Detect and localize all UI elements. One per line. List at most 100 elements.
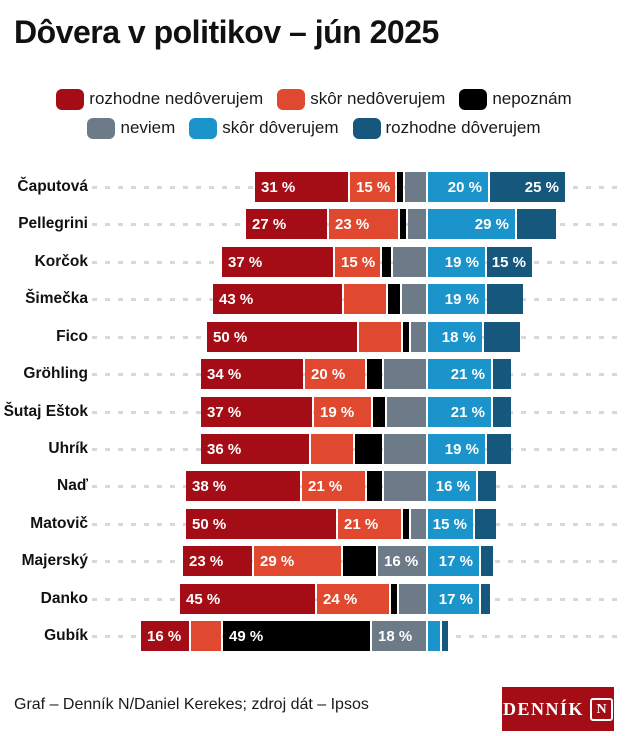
positive-stack: 15 % xyxy=(428,509,496,539)
bar-segment-value: 37 % xyxy=(228,253,263,271)
bar-segment: 27 % xyxy=(246,209,327,239)
negative-stack: 45 % 24 % xyxy=(180,584,426,614)
legend-label: rozhodne dôverujem xyxy=(385,118,541,137)
logo-n-icon: N xyxy=(590,697,613,721)
bar-row-label: Šutaj Eštok xyxy=(3,403,88,420)
bar-segment xyxy=(384,471,426,501)
bar-segment: 23 % xyxy=(329,209,398,239)
bar-segment: 31 % xyxy=(255,172,348,202)
bar-segment: 25 % xyxy=(490,172,565,202)
bar-row: Naď 38 % 21 % 16 % xyxy=(0,471,628,501)
bar-segment xyxy=(487,284,523,314)
bar-segment-value: 23 % xyxy=(189,552,224,570)
bar-row-label: Gröhling xyxy=(23,365,88,382)
positive-stack: 17 % xyxy=(428,546,493,576)
bar-segment xyxy=(481,584,490,614)
negative-stack: 43 % xyxy=(213,284,426,314)
legend-item: neviem xyxy=(87,117,176,139)
bar-segment xyxy=(384,434,426,464)
bar-segment: 19 % xyxy=(428,434,485,464)
bar-segment-value: 50 % xyxy=(192,515,227,533)
bar-segment: 24 % xyxy=(317,584,389,614)
positive-stack: 19 % 15 % xyxy=(428,247,532,277)
legend-line-1: rozhodne nedôverujem skôr nedôverujem nepo… xyxy=(0,87,628,111)
bar-segment: 38 % xyxy=(186,471,300,501)
bar-segment: 36 % xyxy=(201,434,309,464)
bar-segment: 16 % xyxy=(428,471,476,501)
bar-segment xyxy=(403,322,409,352)
negative-stack: 50 % xyxy=(207,322,426,352)
positive-stack: 21 % xyxy=(428,397,511,427)
source-credit: Graf – Denník N/Daniel Kerekes; zdroj dá… xyxy=(14,696,369,713)
logo-wordmark: DENNÍK xyxy=(502,698,584,719)
legend-label: neviem xyxy=(120,118,176,137)
positive-stack xyxy=(428,621,448,651)
bar-segment-value: 21 % xyxy=(450,403,485,421)
bar-row-label: Naď xyxy=(57,477,88,494)
bar-segment-value: 29 % xyxy=(474,215,509,233)
bar-segment: 21 % xyxy=(428,359,491,389)
bar-segment-value: 36 % xyxy=(207,440,242,458)
bar-segment: 37 % xyxy=(201,397,312,427)
bar-segment-value: 43 % xyxy=(219,290,254,308)
legend-item: nepoznám xyxy=(459,88,572,110)
bar-segment xyxy=(400,209,406,239)
bar-row-label: Šimečka xyxy=(25,290,88,307)
bar-segment xyxy=(382,247,391,277)
bar-segment xyxy=(484,322,520,352)
bar-segment-value: 31 % xyxy=(261,178,296,196)
dennikn-logo: DENNÍK N xyxy=(502,687,614,731)
bar-segment-value: 18 % xyxy=(441,328,476,346)
legend-label: rozhodne nedôverujem xyxy=(89,89,264,108)
bar-segment xyxy=(442,621,448,651)
bar-segment: 15 % xyxy=(428,509,473,539)
legend-line-2: neviem skôr dôverujem rozhodne dôverujem xyxy=(0,116,628,140)
legend-item: skôr nedôverujem xyxy=(277,88,445,110)
bar-segment: 50 % xyxy=(207,322,357,352)
bar-row: Gubík 16 % 49 % 18 % xyxy=(0,621,628,651)
bar-segment-value: 16 % xyxy=(384,552,419,570)
bar-segment: 16 % xyxy=(378,546,426,576)
legend-item: skôr dôverujem xyxy=(189,117,339,139)
bar-segment xyxy=(487,434,511,464)
negative-stack: 37 % 15 % xyxy=(222,247,426,277)
bar-segment xyxy=(493,397,511,427)
negative-stack: 23 % 29 % 16 % xyxy=(183,546,426,576)
legend-swatch-icon xyxy=(189,117,218,139)
bar-segment-value: 17 % xyxy=(438,590,473,608)
bar-segment: 18 % xyxy=(428,322,482,352)
legend-label: skôr dôverujem xyxy=(222,118,339,137)
negative-stack: 36 % xyxy=(201,434,426,464)
bar-segment: 20 % xyxy=(305,359,365,389)
bar-segment xyxy=(397,172,403,202)
bar-row-label: Fico xyxy=(56,328,88,345)
bar-segment xyxy=(402,284,426,314)
bar-segment-value: 19 % xyxy=(444,290,479,308)
bar-segment xyxy=(493,359,511,389)
bar-segment-value: 45 % xyxy=(186,590,221,608)
bar-segment xyxy=(391,584,397,614)
bar-segment-value: 16 % xyxy=(435,477,470,495)
bar-segment-value: 19 % xyxy=(444,253,479,271)
bar-segment-value: 19 % xyxy=(320,403,355,421)
bar-segment xyxy=(411,509,426,539)
bar-segment-value: 15 % xyxy=(356,178,391,196)
chart-title: Dôvera v politikov – jún 2025 xyxy=(14,14,439,50)
negative-stack: 37 % 19 % xyxy=(201,397,426,427)
legend-swatch-icon xyxy=(87,117,116,139)
bar-row: Majerský 23 % 29 % 16 % 17 % xyxy=(0,546,628,576)
bar-row-label: Matovič xyxy=(30,515,88,532)
bar-row: Šimečka 43 % 19 % xyxy=(0,284,628,314)
bar-row-label: Uhrík xyxy=(48,440,88,457)
positive-stack: 16 % xyxy=(428,471,496,501)
bar-row: Danko 45 % 24 % 17 % xyxy=(0,584,628,614)
bar-segment xyxy=(475,509,496,539)
bar-segment xyxy=(367,359,382,389)
negative-stack: 34 % 20 % xyxy=(201,359,426,389)
bar-segment: 43 % xyxy=(213,284,342,314)
positive-stack: 17 % xyxy=(428,584,490,614)
bar-segment: 15 % xyxy=(350,172,395,202)
bar-segment-value: 29 % xyxy=(260,552,295,570)
bar-segment: 29 % xyxy=(254,546,341,576)
bar-segment xyxy=(191,621,221,651)
